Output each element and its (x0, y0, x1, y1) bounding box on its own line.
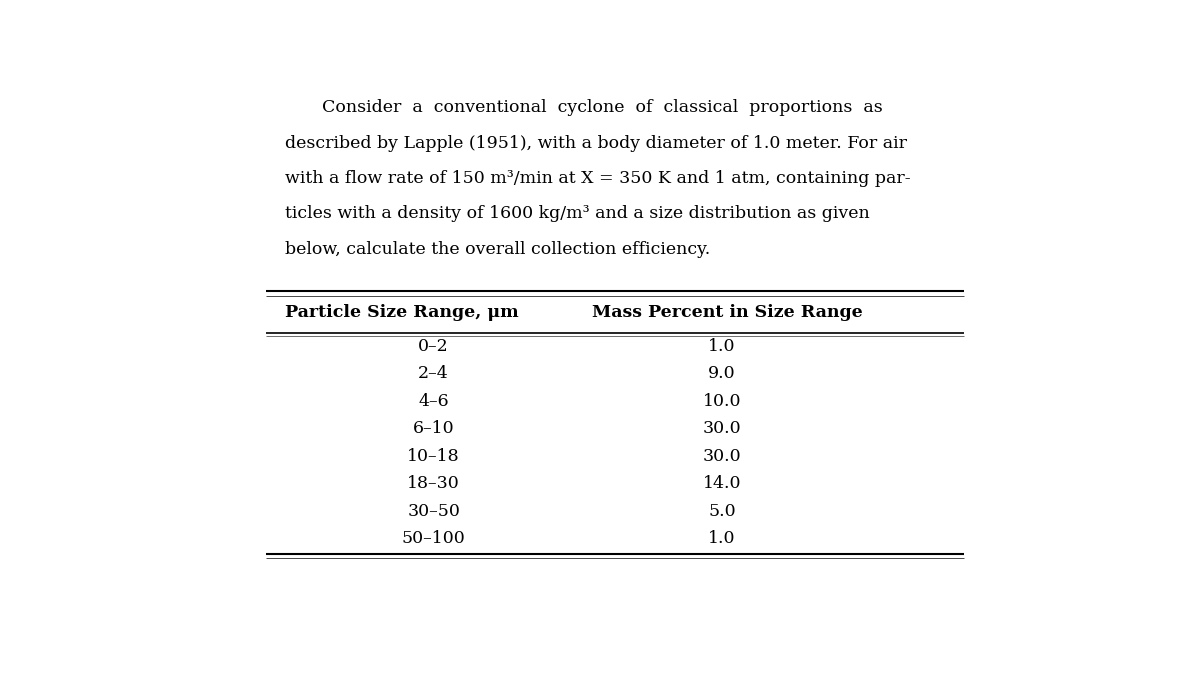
Text: 0–2: 0–2 (419, 338, 449, 354)
Text: 10–18: 10–18 (407, 448, 460, 465)
Text: 14.0: 14.0 (703, 475, 742, 492)
Text: Consider  a  conventional  cyclone  of  classical  proportions  as: Consider a conventional cyclone of class… (322, 99, 883, 116)
Text: 1.0: 1.0 (708, 531, 736, 547)
Text: 30.0: 30.0 (703, 421, 742, 437)
Text: 30–50: 30–50 (407, 503, 460, 520)
Text: with a flow rate of 150 m³/min at Χ = 350 K and 1 atm, containing par-: with a flow rate of 150 m³/min at Χ = 35… (284, 170, 911, 187)
Text: 18–30: 18–30 (407, 475, 460, 492)
Text: 10.0: 10.0 (703, 393, 742, 410)
Text: 5.0: 5.0 (708, 503, 736, 520)
Text: Mass Percent in Size Range: Mass Percent in Size Range (592, 304, 863, 321)
Text: Particle Size Range, μm: Particle Size Range, μm (284, 304, 518, 321)
Text: 30.0: 30.0 (703, 448, 742, 465)
Text: 50–100: 50–100 (402, 531, 466, 547)
Text: ticles with a density of 1600 kg/m³ and a size distribution as given: ticles with a density of 1600 kg/m³ and … (284, 205, 870, 222)
Text: 2–4: 2–4 (419, 365, 449, 382)
Text: 1.0: 1.0 (708, 338, 736, 354)
Text: described by Lapple (1951), with a body diameter of 1.0 meter. For air: described by Lapple (1951), with a body … (284, 134, 907, 151)
Text: 6–10: 6–10 (413, 421, 455, 437)
Text: 4–6: 4–6 (419, 393, 449, 410)
Text: 9.0: 9.0 (708, 365, 736, 382)
Text: below, calculate the overall collection efficiency.: below, calculate the overall collection … (284, 240, 710, 258)
